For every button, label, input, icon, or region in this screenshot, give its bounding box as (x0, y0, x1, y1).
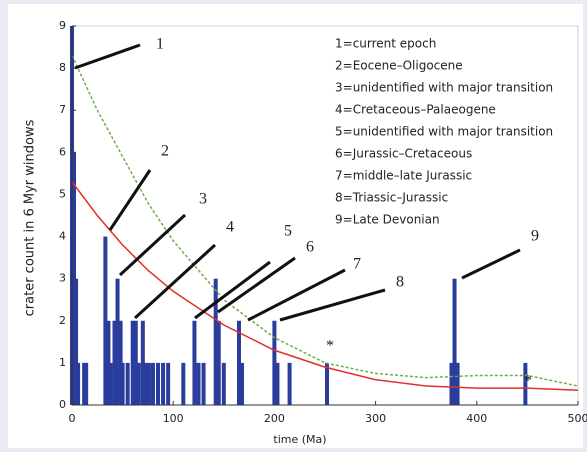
x-tick-label: 100 (163, 412, 184, 425)
bar (449, 362, 454, 405)
annotation-line (247, 268, 346, 322)
bar (150, 362, 155, 405)
legend-entry: 9=Late Devonian (335, 213, 440, 227)
annotation: 3 (199, 191, 207, 208)
bar (240, 362, 245, 405)
bar (136, 362, 141, 405)
bar (74, 278, 79, 405)
annotation-line (217, 256, 296, 314)
annotation: 4 (226, 219, 234, 236)
y-tick-label: 8 (59, 61, 66, 74)
x-tick-label: 0 (69, 412, 76, 425)
x-tick-label: 400 (466, 412, 487, 425)
bar (287, 362, 292, 405)
annotation-line (194, 260, 271, 320)
bar (133, 320, 138, 405)
bar (452, 278, 457, 405)
bar (115, 278, 120, 405)
bar (118, 320, 123, 405)
y-tick-label: 9 (59, 19, 66, 32)
bar (216, 320, 221, 405)
bar (120, 362, 125, 405)
annotation-line (108, 169, 152, 231)
annotation: 1 (156, 36, 164, 53)
bar (181, 362, 186, 405)
legend-entry: 5=unidentified with major transition (335, 125, 553, 139)
bar (146, 362, 151, 405)
x-tick-label: 500 (568, 412, 587, 425)
annotation-line (279, 288, 386, 322)
y-tick-label: 0 (59, 398, 66, 411)
bar (130, 320, 135, 405)
legend-entry: 8=Triassic–Jurassic (335, 191, 448, 205)
bar (161, 362, 166, 405)
bar (236, 320, 241, 405)
bar (156, 362, 161, 405)
annotation: 2 (161, 143, 169, 160)
bar (76, 362, 81, 405)
annotation: 9 (531, 228, 539, 245)
legend-entry: 7=middle–late Jurassic (335, 169, 472, 183)
x-tick-label: 300 (365, 412, 386, 425)
bar (103, 236, 108, 405)
bar (221, 362, 226, 405)
legend-entry: 2=Eocene–Oligocene (335, 59, 463, 73)
fit-curve (71, 55, 579, 387)
annotation: * (524, 373, 532, 390)
y-tick-label: 4 (59, 230, 66, 243)
bar (196, 362, 201, 405)
annotation-line (461, 248, 521, 280)
annotation: 6 (306, 239, 314, 256)
annotation: 7 (353, 256, 361, 273)
bar (143, 362, 148, 405)
bar (325, 362, 330, 405)
y-tick-label: 5 (59, 187, 66, 200)
y-tick-label: 2 (59, 314, 66, 327)
chart-background (8, 4, 583, 448)
bar (192, 320, 197, 405)
annotation: 5 (284, 223, 292, 240)
y-tick-label: 6 (59, 145, 66, 158)
legend-entry: 3=unidentified with major transition (335, 81, 553, 95)
bar (455, 362, 460, 405)
annotation-line (133, 243, 217, 320)
bar (523, 362, 528, 405)
bar (272, 320, 277, 405)
legend-entry: 6=Jurassic–Cretaceous (335, 147, 472, 161)
legend-entry: 1=current epoch (335, 37, 436, 51)
bar (112, 320, 117, 405)
y-tick-label: 3 (59, 272, 66, 285)
bar (72, 152, 77, 405)
bar (84, 362, 89, 405)
x-axis-label: time (Ma) (273, 433, 326, 446)
y-tick-label: 7 (59, 103, 66, 116)
bar (201, 362, 206, 405)
bar (82, 362, 87, 405)
bar (125, 362, 130, 405)
bar (213, 278, 218, 405)
y-tick-label: 1 (59, 356, 66, 369)
annotation-line (118, 213, 187, 277)
x-tick-label: 200 (264, 412, 285, 425)
bar (275, 362, 280, 405)
fit-curve (71, 181, 579, 392)
bar (108, 362, 113, 405)
annotation-line (74, 43, 141, 70)
y-axis-label: crater count in 6 Myr windows (23, 119, 38, 316)
bar (140, 320, 145, 405)
annotation: 8 (396, 274, 404, 291)
legend-entry: 4=Cretaceous–Palaeogene (335, 103, 496, 117)
bar (166, 362, 171, 405)
annotation: * (326, 338, 334, 355)
bar (106, 320, 111, 405)
